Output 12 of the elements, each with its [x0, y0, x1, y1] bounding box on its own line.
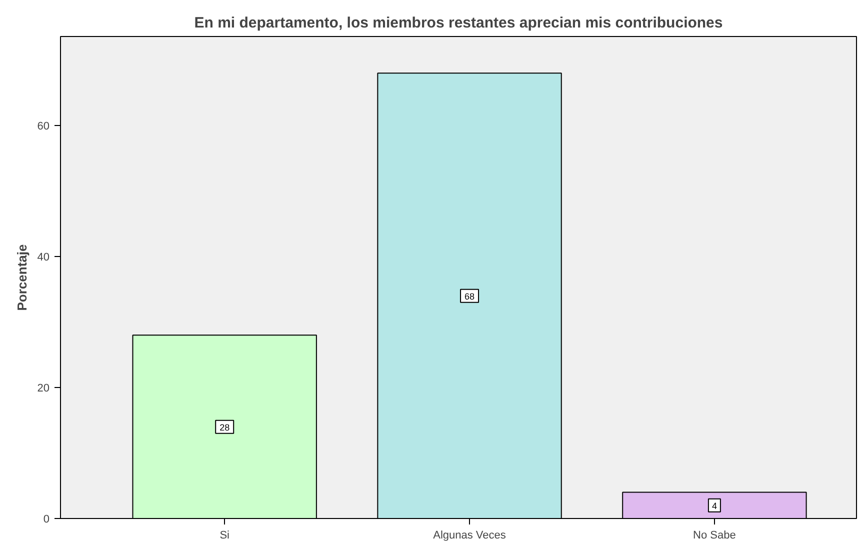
- y-tick-label: 40: [37, 252, 50, 264]
- y-tick-label: 60: [37, 120, 50, 133]
- y-axis-title: Porcentaje: [14, 244, 30, 311]
- data-label: 68: [464, 291, 475, 302]
- x-tick-label: No Sabe: [693, 530, 736, 542]
- y-tick-label: 20: [37, 382, 50, 395]
- data-label: 4: [712, 500, 717, 511]
- x-tick-label: Si: [220, 530, 230, 542]
- x-tick-label: Algunas Veces: [433, 530, 506, 542]
- chart-title: En mi departamento, los miembros restantes aprecian mis contribuciones: [194, 14, 723, 32]
- y-tick-label: 0: [43, 514, 50, 526]
- data-label: 28: [220, 422, 230, 432]
